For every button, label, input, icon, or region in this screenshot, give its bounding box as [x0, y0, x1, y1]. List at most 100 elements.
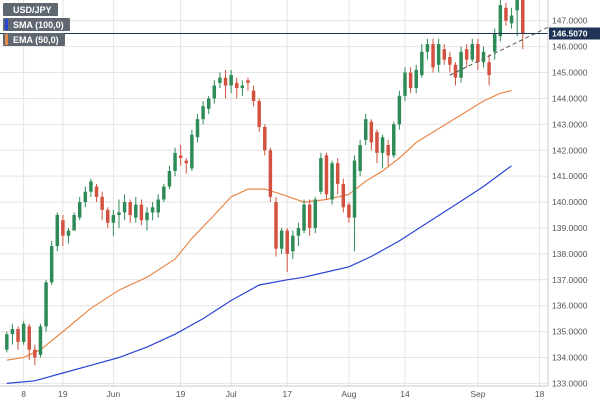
candle-bullish [66, 230, 71, 236]
candle-bearish [448, 56, 452, 65]
y-tick-label: 138.0000 [552, 249, 588, 259]
candle-bullish [509, 15, 514, 24]
candle-bearish [178, 155, 183, 159]
last-price-label: 146.5070 [552, 28, 588, 38]
candle-bullish [313, 199, 317, 228]
candle-bullish [363, 119, 368, 140]
x-tick-label: 19 [176, 389, 186, 399]
candle-bearish [106, 209, 110, 223]
candle-bullish [403, 72, 407, 96]
candle-bearish [335, 163, 340, 184]
legend-symbol-label: USD/JPY [13, 4, 52, 15]
candle-bullish [414, 69, 418, 89]
candle-bearish [431, 44, 435, 68]
candle-bullish [10, 329, 15, 335]
candle-bullish [134, 204, 138, 218]
overlay-layer: 146.5070 [0, 25, 600, 76]
candle-bullish [279, 230, 284, 249]
candle-bullish [206, 98, 211, 109]
candle-bearish [504, 7, 508, 21]
candle-bullish [481, 51, 486, 63]
candle-bullish [319, 158, 323, 192]
candle-bullish [122, 202, 127, 213]
candle-bearish [307, 204, 312, 228]
moving-averages-layer [6, 90, 512, 384]
y-tick-label: 146.0000 [552, 42, 588, 52]
candle-bearish [246, 80, 250, 83]
candle-bullish [150, 207, 155, 213]
candle-bearish [324, 155, 329, 195]
y-tick-label: 140.0000 [552, 197, 588, 207]
x-tick-label: Aug [341, 389, 356, 399]
candle-bullish [296, 227, 301, 236]
legend-ema-swatch [5, 34, 8, 45]
candle-bullish [145, 212, 149, 221]
candle-bearish [386, 145, 390, 156]
candle-bearish [139, 204, 144, 221]
candle-bullish [55, 215, 60, 247]
candle-bullish [492, 33, 497, 52]
candle-bullish [89, 181, 93, 192]
y-tick-label: 139.0000 [552, 223, 588, 233]
candle-bullish [38, 326, 43, 355]
candle-bearish [251, 90, 256, 102]
candle-bullish [212, 85, 217, 99]
candle-bullish [44, 282, 48, 327]
candle-bullish [470, 44, 475, 60]
candles-layer [5, 0, 525, 366]
y-tick-label: 141.0000 [552, 171, 588, 181]
y-tick-label: 144.0000 [552, 93, 588, 103]
candle-bullish [162, 186, 166, 200]
x-tick-label: 17 [282, 389, 292, 399]
candle-bearish [263, 126, 267, 151]
x-tick-label: 18 [535, 389, 545, 399]
candle-bullish [117, 212, 121, 216]
x-tick-label: Jun [107, 389, 121, 399]
y-tick-label: 145.0000 [552, 68, 588, 78]
y-tick-label: 142.0000 [552, 145, 588, 155]
candle-bearish [268, 150, 273, 197]
x-tick-label: Jul [226, 389, 237, 399]
legend-symbol: USD/JPY [3, 3, 58, 16]
ema-50-line [6, 90, 512, 361]
candle-bullish [515, 0, 519, 11]
candle-bullish [229, 75, 233, 86]
candle-bullish [302, 204, 306, 231]
candle-bullish [49, 246, 54, 283]
candle-bearish [453, 64, 458, 78]
candle-bullish [498, 5, 503, 37]
grid-layer [0, 0, 548, 386]
candle-bullish [397, 95, 402, 125]
candle-bearish [375, 132, 379, 153]
candle-bearish [100, 196, 104, 210]
axis-layer: 133.0000 134.0000 135.0000 136.0000 137.0000… [0, 0, 588, 399]
last-price-box [549, 27, 600, 40]
candle-bullish [173, 152, 177, 171]
candle-bullish [358, 145, 362, 171]
y-tick-label: 147.0000 [552, 16, 588, 26]
x-tick-label: Sep [470, 389, 485, 399]
candle-bearish [274, 202, 278, 249]
candle-bearish [369, 121, 374, 143]
candle-bullish [420, 51, 424, 76]
candle-bearish [61, 220, 65, 236]
candle-bullish [156, 199, 160, 213]
y-tick-label: 134.0000 [552, 353, 588, 363]
candle-bullish [72, 215, 76, 231]
candle-bullish [111, 215, 116, 223]
candle-bullish [5, 334, 9, 350]
candle-bullish [380, 137, 385, 153]
candle-bearish [16, 329, 20, 342]
candle-bearish [94, 186, 99, 197]
y-tick-label: 136.0000 [552, 301, 588, 311]
candle-bullish [392, 124, 396, 156]
candle-bearish [285, 230, 289, 254]
candle-bearish [341, 183, 346, 208]
candle-bearish [408, 72, 413, 89]
y-tick-label: 137.0000 [552, 275, 588, 285]
y-tick-label: 133.0000 [552, 378, 588, 388]
candle-bullish [190, 134, 194, 169]
y-tick-label: 135.0000 [552, 327, 588, 337]
candle-bullish [240, 85, 245, 89]
